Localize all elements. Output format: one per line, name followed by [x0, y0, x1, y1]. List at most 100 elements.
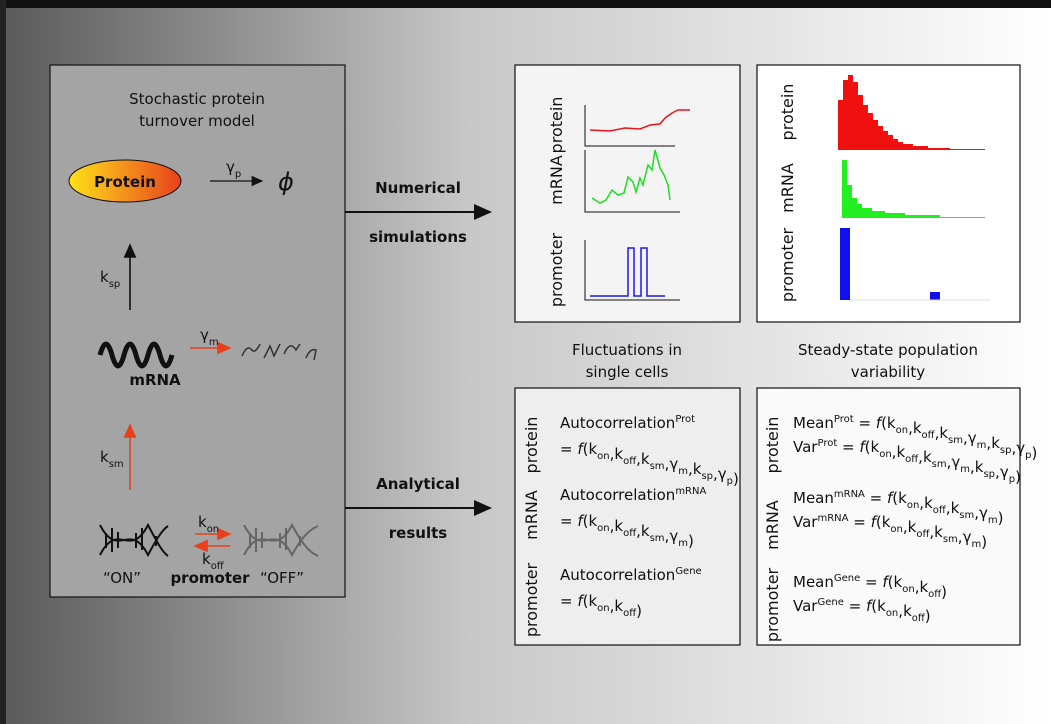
- text-part: ,: [903, 518, 908, 536]
- row-label: promoter: [778, 227, 797, 302]
- caption: variability: [851, 363, 926, 381]
- text-part: ,: [688, 460, 693, 478]
- symbol: k: [614, 597, 623, 615]
- symbol: k: [693, 460, 702, 478]
- subscript: p: [235, 169, 241, 180]
- text-part: ): [688, 532, 694, 550]
- function: f: [876, 414, 884, 432]
- symbol: k: [913, 419, 922, 437]
- symbol: γ: [963, 528, 972, 546]
- formula-name: Autocorrelation: [560, 486, 675, 504]
- text-part: ,: [995, 463, 1000, 481]
- formula: AutocorrelationProt: [560, 414, 695, 432]
- dna-on: [99, 522, 169, 558]
- autocorrelation-box: [514, 387, 741, 646]
- text-part: =: [560, 592, 577, 610]
- text-part: =: [837, 438, 859, 456]
- left-border: [0, 0, 6, 724]
- protein-decay-rate: γp: [226, 158, 241, 180]
- text-part: ,: [946, 499, 951, 517]
- symbol: γ: [226, 158, 235, 176]
- subscript: off: [623, 528, 637, 539]
- formula-name: Var: [793, 597, 818, 615]
- symbol: k: [641, 522, 650, 540]
- text-part: (: [865, 438, 871, 456]
- caption: single cells: [586, 363, 669, 381]
- formula: VarProt = f(kon,koff,ksm,γm,ksp,γp): [793, 438, 1021, 486]
- subscript: sm: [948, 435, 963, 446]
- model-box: [49, 64, 346, 598]
- subscript: on: [896, 425, 908, 436]
- symbol: k: [923, 448, 932, 466]
- text-part: ,: [636, 450, 641, 468]
- caption: Steady-state population: [798, 341, 978, 359]
- symbol: γ: [669, 455, 678, 473]
- text-part: ,: [935, 424, 940, 442]
- subscript: sp: [109, 279, 121, 290]
- text-part: ,: [665, 527, 670, 545]
- superscript: mRNA: [834, 489, 865, 500]
- row-label: protein: [522, 417, 541, 474]
- function: f: [887, 489, 895, 507]
- text-part: ): [981, 533, 987, 551]
- text-part: =: [560, 512, 577, 530]
- function: f: [871, 513, 879, 531]
- mrna-histogram: [842, 160, 985, 218]
- subscript: sm: [943, 534, 958, 545]
- superscript: Gene: [834, 573, 860, 584]
- text-part: (: [888, 573, 894, 591]
- text-part: ,: [947, 453, 952, 471]
- promoter-label: promoter: [170, 569, 250, 587]
- superscript: Gene: [675, 566, 701, 577]
- promoter-trace: [590, 247, 665, 297]
- row-label: mRNA: [778, 163, 797, 213]
- formula: = f(kon,koff,ksm,γm,ksp,γp): [560, 440, 739, 488]
- transcription-rate: ksm: [100, 448, 124, 470]
- subscript: sm: [650, 461, 665, 472]
- text-part: ,: [919, 494, 924, 512]
- symbol: k: [198, 513, 207, 531]
- protein-histogram: [838, 75, 985, 150]
- text-part: ,: [958, 528, 963, 546]
- formula: AutocorrelationGene: [560, 566, 702, 584]
- translation-rate: ksp: [100, 268, 120, 290]
- text-part: =: [865, 489, 887, 507]
- symbol: γ: [968, 429, 977, 447]
- text-part: =: [844, 597, 866, 615]
- mrna-fragments: [241, 343, 317, 361]
- text-part: ,: [610, 445, 615, 463]
- arrow-label: Numerical: [375, 179, 461, 197]
- row-label: mRNA: [547, 155, 566, 205]
- function: f: [866, 597, 874, 615]
- subscript: m: [977, 440, 987, 451]
- formula: MeanProt = f(kon,koff,ksm,γm,ksp,γp): [793, 414, 1037, 462]
- formula: MeanmRNA = f(kon,koff,ksm,γm): [793, 489, 1003, 527]
- symbol: k: [898, 489, 907, 507]
- arrow-label: Analytical: [376, 475, 460, 493]
- symbol: k: [887, 414, 896, 432]
- row-label: promoter: [547, 232, 566, 307]
- text-part: ,: [908, 419, 913, 437]
- subscript: m: [209, 337, 219, 348]
- symbol: γ: [979, 504, 988, 522]
- text-part: ,: [898, 602, 903, 620]
- subscript: off: [905, 454, 919, 465]
- subscript: sp: [701, 471, 713, 482]
- symbol: k: [951, 499, 960, 517]
- protein-label: Protein: [94, 173, 156, 191]
- text-part: (: [892, 489, 898, 507]
- text-part: (: [583, 440, 589, 458]
- superscript: mRNA: [817, 513, 848, 524]
- symbol: k: [877, 597, 886, 615]
- row-label: protein: [778, 84, 797, 141]
- subscript: p: [727, 476, 733, 487]
- formula: AutocorrelationmRNA: [560, 486, 706, 504]
- subscript: off: [922, 430, 936, 441]
- text-part: (: [871, 597, 877, 615]
- subscript: m: [678, 538, 688, 549]
- subscript: off: [623, 456, 637, 467]
- text-part: ): [941, 583, 947, 601]
- symbol: k: [896, 443, 905, 461]
- function: f: [859, 438, 867, 456]
